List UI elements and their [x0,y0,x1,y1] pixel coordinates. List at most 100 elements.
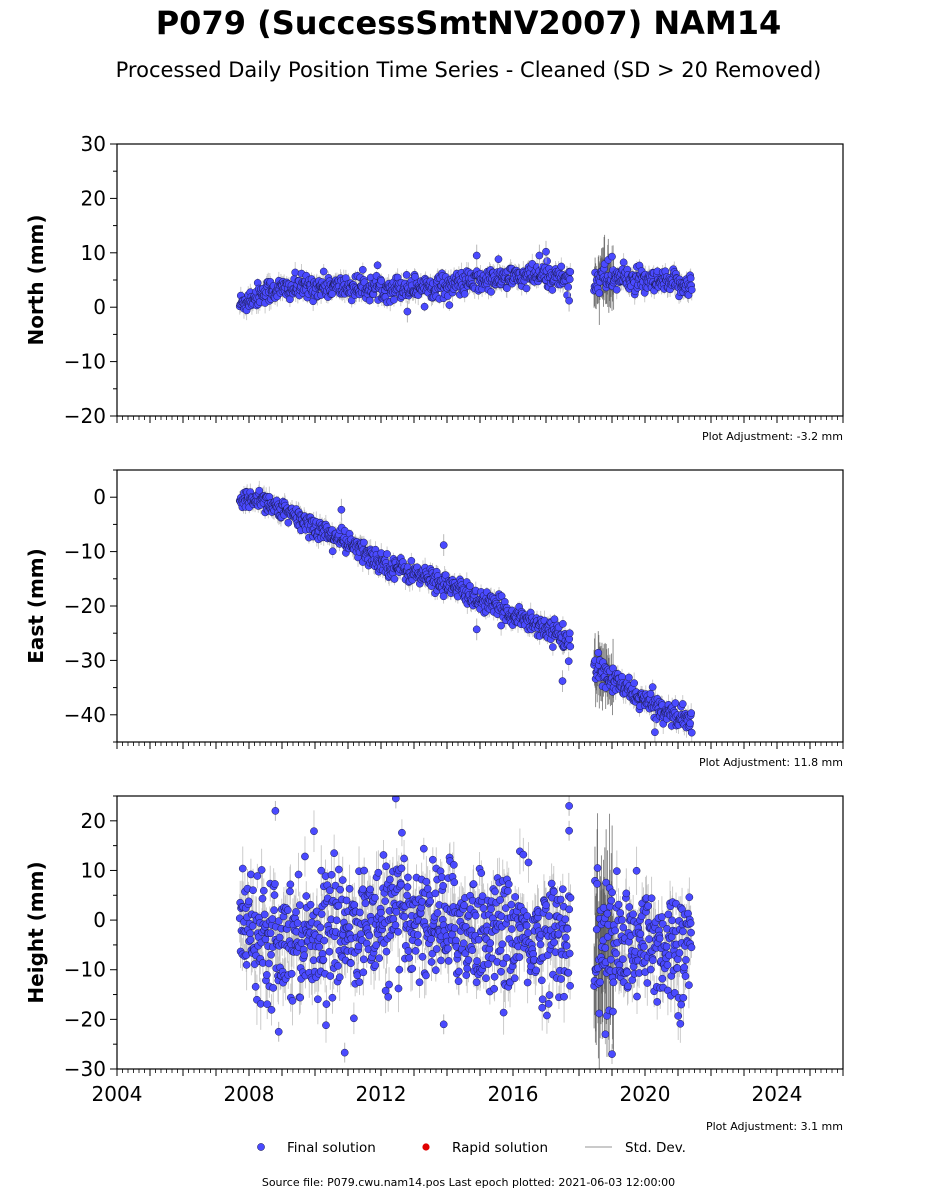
data-point [472,251,481,260]
data-point [612,285,621,294]
data-point [284,518,293,527]
y-tick-label: −20 [64,594,106,618]
data-point [487,288,495,296]
data-point [309,956,318,965]
data-point [460,290,469,298]
data-point [566,267,575,276]
data-point [565,629,574,638]
y-tick-label: −40 [64,703,106,727]
data-point [630,679,639,687]
data-point [293,919,302,928]
data-point [402,271,411,279]
data-point [249,886,257,895]
data-point [332,916,341,925]
data-point [286,887,294,896]
chart-title: P079 (SuccessSmtNV2007) NAM14 [155,4,782,42]
data-point [360,866,369,875]
data-point [557,262,566,271]
data-point [687,285,696,294]
data-point [310,827,318,836]
panel-east: −40 −30 −20 −10 0 East (mm) Plot Adjustment: 1… [24,469,844,769]
y-tick-label: −10 [64,350,106,374]
data-point [354,942,363,951]
data-point [292,908,300,916]
data-point [328,993,337,1002]
data-point [258,894,267,903]
data-point [295,901,304,910]
data-point [270,906,278,914]
y-tick-label: 30 [81,132,106,156]
data-point [648,683,657,691]
data-point [366,885,375,894]
y-tick-label: 20 [81,186,106,210]
data-point [381,897,390,905]
data-point [565,296,573,305]
data-point [283,906,292,914]
data-point [377,908,385,917]
data-point [265,959,273,968]
plot-area [235,480,696,742]
data-point [564,283,573,291]
plot-adjustment-label: Plot Adjustment: -3.2 mm [702,430,843,443]
data-point [246,929,254,938]
data-point [549,643,557,651]
data-point [337,505,346,514]
data-point [558,677,567,685]
data-point [342,896,351,905]
data-point [306,900,315,909]
y-tick-label: 0 [93,295,106,319]
data-point [358,265,367,274]
data-point [326,886,334,895]
data-point [246,935,255,944]
data-point [271,880,279,888]
data-point [566,642,575,651]
data-point [350,1014,358,1023]
data-point [548,286,557,294]
data-point [687,728,696,737]
data-point [439,541,448,549]
data-point [335,865,343,874]
data-point [361,899,370,908]
data-point [336,885,344,894]
data-point [322,1000,331,1008]
data-point [313,995,322,1004]
data-point [319,267,328,276]
chart-subtitle: Processed Daily Position Time Series - C… [115,58,822,82]
data-point [330,849,338,857]
data-point [247,870,255,879]
data-point [386,875,394,884]
data-point [359,968,368,977]
data-point [338,876,347,884]
y-tick-label: 10 [81,241,106,265]
data-point [365,931,374,940]
data-point [503,284,511,293]
data-point [385,980,393,989]
data-point [248,922,257,930]
data-point [322,1021,330,1030]
data-point [262,971,271,979]
data-point [522,284,531,293]
plot-area [235,796,696,1069]
data-point [345,923,354,931]
data-point [288,996,297,1005]
data-point [375,954,384,963]
data-point [625,673,633,682]
data-point [359,955,368,964]
data-point [355,978,364,986]
data-point [238,864,247,873]
data-point [267,950,275,959]
plot-adjustment-label: Plot Adjustment: 11.8 mm [699,756,843,769]
data-point [302,892,311,900]
data-point [365,296,374,305]
data-point [274,917,283,925]
y-tick-label: −20 [64,404,106,428]
data-point [315,943,323,951]
data-point [334,901,343,910]
data-point [256,999,265,1008]
data-point [242,961,251,969]
data-point [564,657,573,666]
y-axis-label: East (mm) [24,548,48,664]
data-point [594,648,603,657]
data-point [345,884,354,893]
data-point [608,252,616,261]
